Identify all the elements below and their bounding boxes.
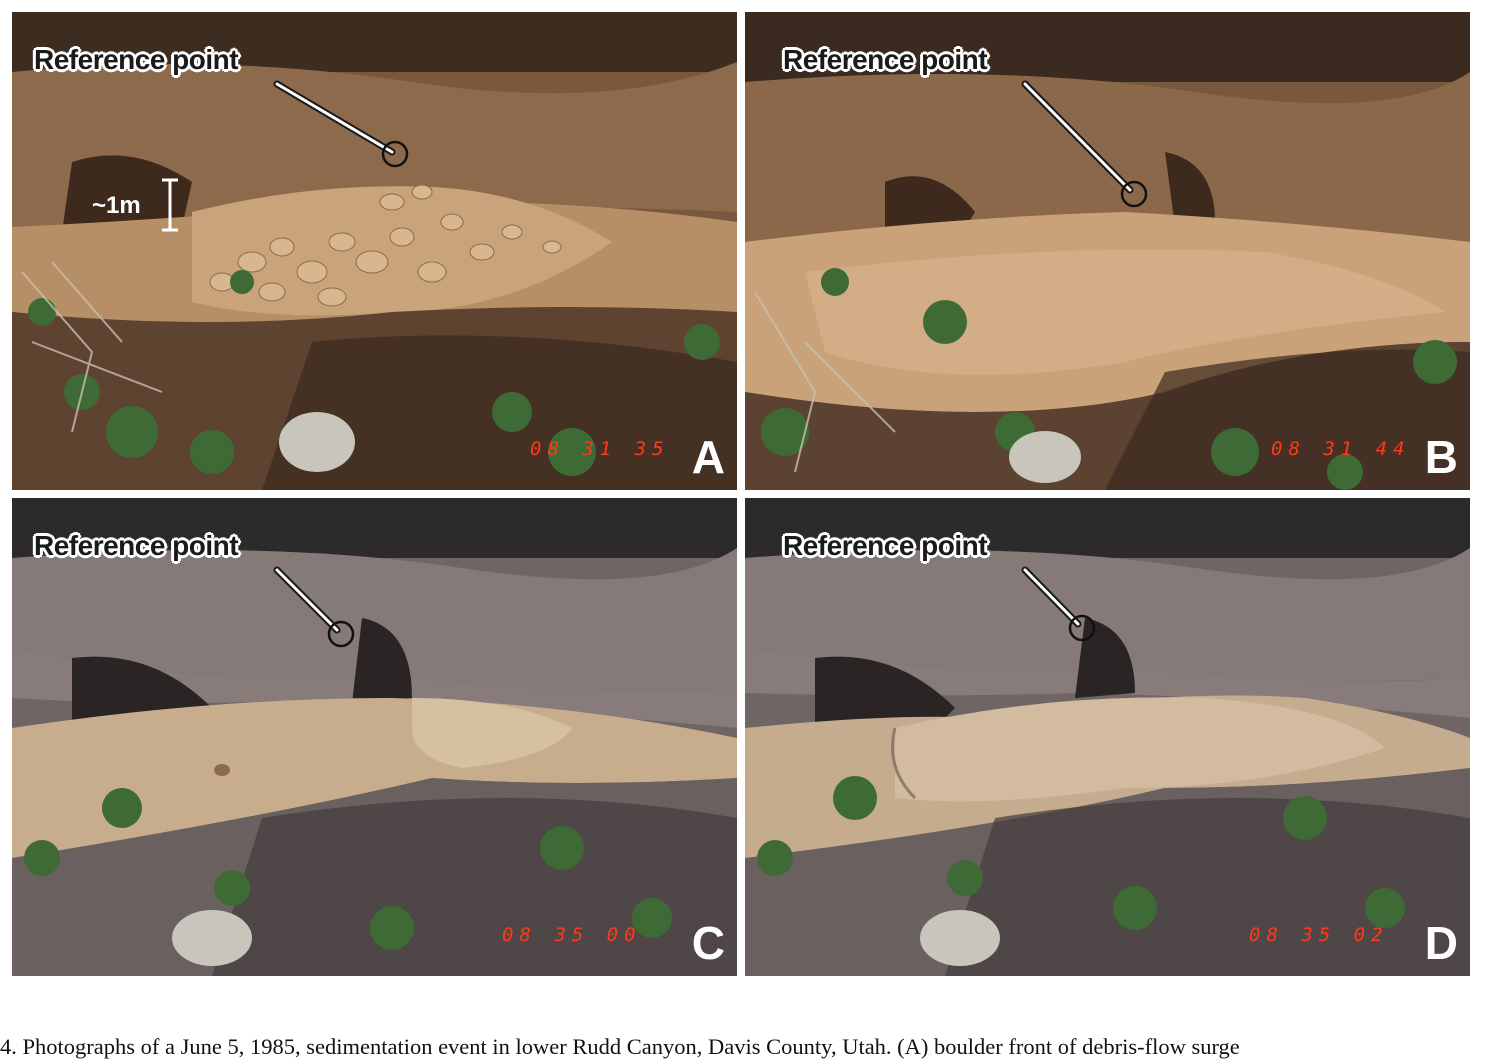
photo-b-image xyxy=(745,12,1470,490)
panel-letter: B xyxy=(1424,431,1458,483)
photo-a-image xyxy=(12,12,737,490)
figure: Reference point ~1m 08 31 35 A xyxy=(12,12,1470,978)
scale-label: ~1m xyxy=(92,192,141,219)
photo-panel-d: Reference point 08 35 02 D xyxy=(745,498,1470,976)
timestamp: 08 31 35 xyxy=(530,438,670,460)
timestamp: 08 31 44 xyxy=(1271,438,1411,460)
timestamp: 08 35 00 xyxy=(502,924,642,946)
reference-point-label: Reference point xyxy=(34,530,239,561)
photo-panel-a: Reference point ~1m 08 31 35 A xyxy=(12,12,737,490)
photo-panel-b: Reference point 08 31 44 B xyxy=(745,12,1470,490)
reference-point-label: Reference point xyxy=(783,44,988,75)
panel-letter: A xyxy=(691,431,725,483)
photo-d-image xyxy=(745,498,1470,976)
timestamp: 08 35 02 xyxy=(1249,924,1389,946)
reference-point-label: Reference point xyxy=(34,44,239,75)
photo-c-image xyxy=(12,498,737,976)
photo-panel-c: Reference point 08 35 00 C xyxy=(12,498,737,976)
panel-letter: D xyxy=(1424,917,1458,969)
panel-letter: C xyxy=(691,917,725,969)
figure-caption: 4. Photographs of a June 5, 1985, sedime… xyxy=(0,1034,1240,1059)
reference-point-label: Reference point xyxy=(783,530,988,561)
